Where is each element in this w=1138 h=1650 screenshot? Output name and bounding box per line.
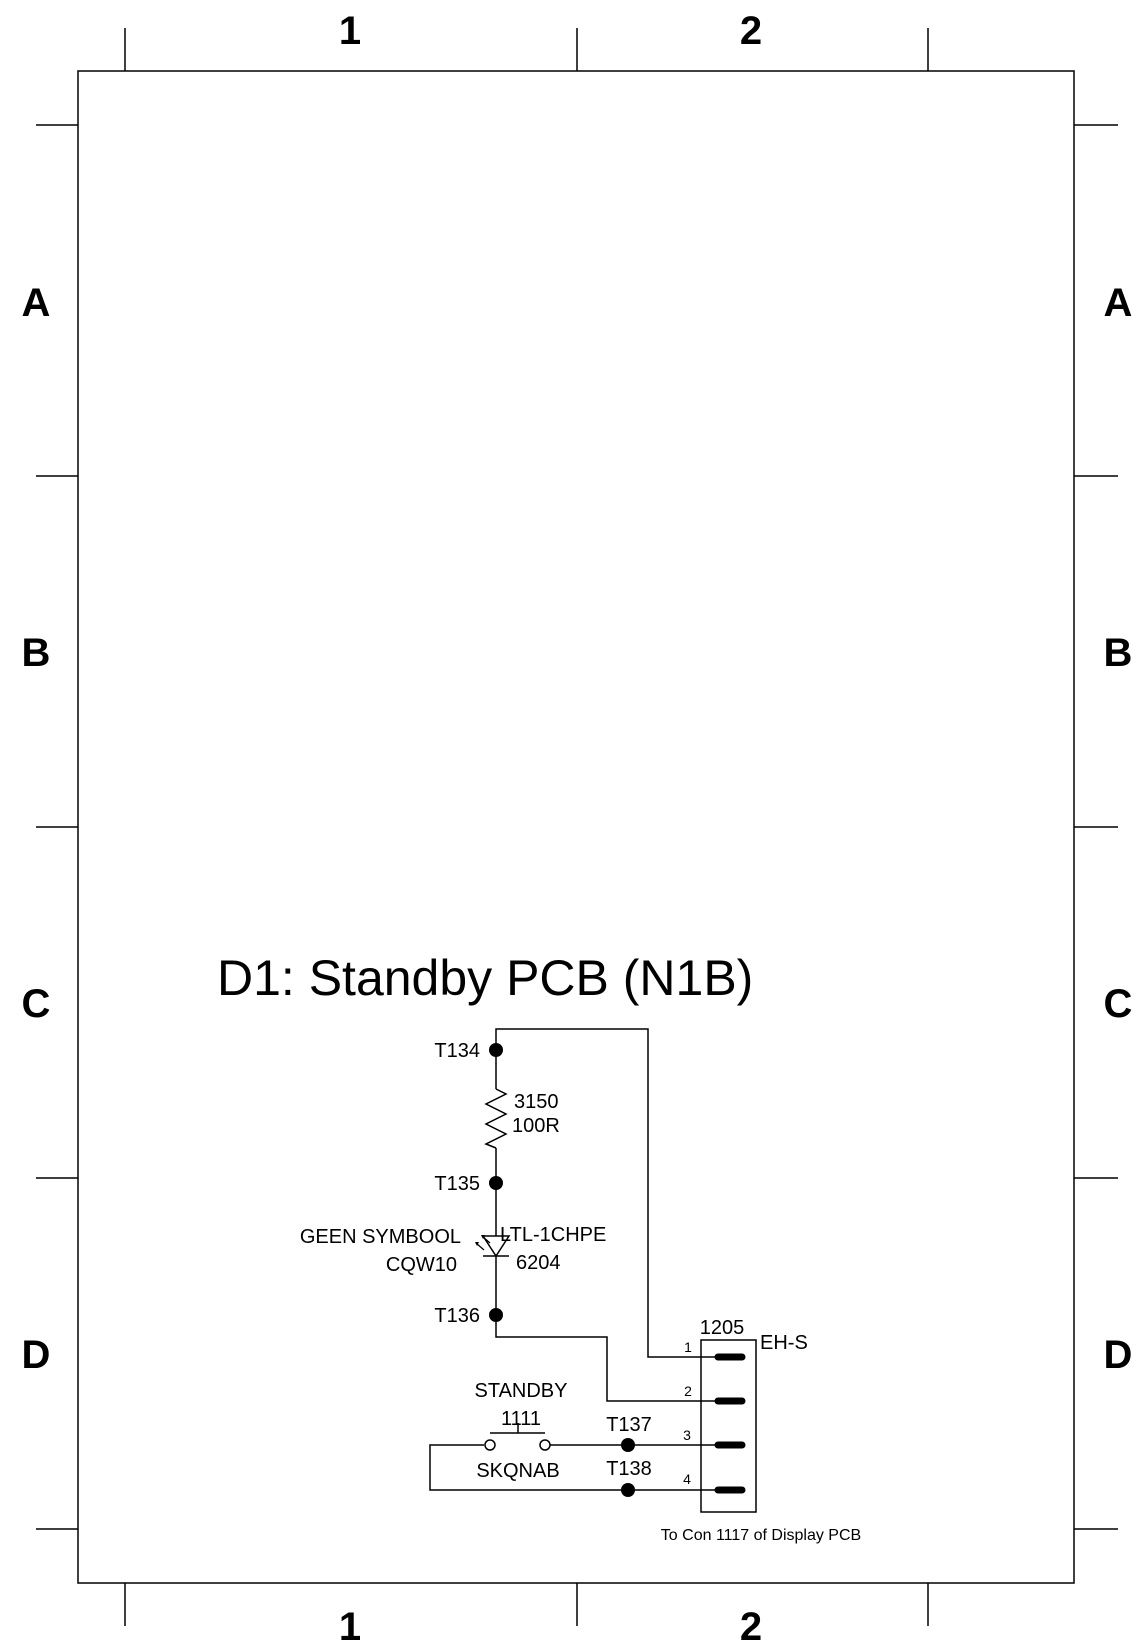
test-point-t134-dot xyxy=(489,1043,503,1057)
diagram-title: D1: Standby PCB (N1B) xyxy=(217,950,753,1006)
row-label-left-a: A xyxy=(22,281,51,325)
led-alt: CQW10 xyxy=(386,1254,457,1276)
column-ticks xyxy=(124,28,929,1626)
row-label-left-b: B xyxy=(22,631,51,675)
led-note: GEEN SYMBOOL xyxy=(300,1226,461,1248)
connector-pin-3: 3 xyxy=(683,1427,691,1443)
connector-pin-1: 1 xyxy=(684,1339,692,1355)
connector-1205 xyxy=(700,1339,757,1513)
test-point-t138: T138 xyxy=(606,1458,652,1480)
test-point-t137: T137 xyxy=(606,1414,652,1436)
column-label-bottom-1: 1 xyxy=(339,1605,361,1649)
resistor-3150 xyxy=(484,1088,508,1149)
row-label-left-c: C xyxy=(22,982,51,1026)
switch-name: STANDBY xyxy=(475,1380,568,1402)
standby-switch xyxy=(484,1423,551,1451)
test-point-t135: T135 xyxy=(434,1173,480,1195)
connector-ref: 1205 xyxy=(700,1317,745,1339)
test-point-t136-dot xyxy=(489,1308,503,1322)
connector-type: EH-S xyxy=(760,1332,808,1354)
connector-pin-4: 4 xyxy=(683,1471,691,1487)
row-ticks xyxy=(36,124,1118,1530)
row-label-right-a: A xyxy=(1104,281,1133,325)
wires xyxy=(429,1028,718,1491)
switch-part: SKQNAB xyxy=(476,1460,559,1482)
column-label-top-2: 2 xyxy=(740,9,762,53)
row-label-right-d: D xyxy=(1104,1333,1133,1377)
resistor-ref: 3150 xyxy=(514,1091,559,1113)
column-label-top-1: 1 xyxy=(339,9,361,53)
led-part: LTL-1CHPE xyxy=(500,1224,606,1246)
test-point-t136: T136 xyxy=(434,1305,480,1327)
led-6204 xyxy=(475,1235,511,1258)
connector-pin-2: 2 xyxy=(684,1383,692,1399)
row-label-left-d: D xyxy=(22,1333,51,1377)
test-point-t138-dot xyxy=(621,1483,635,1497)
drawing-frame xyxy=(77,70,1075,1584)
row-label-right-b: B xyxy=(1104,631,1133,675)
switch-ref: 1111 xyxy=(501,1408,541,1430)
resistor-value: 100R xyxy=(512,1115,560,1137)
connector-note: To Con 1117 of Display PCB xyxy=(661,1527,861,1544)
column-label-bottom-2: 2 xyxy=(740,1605,762,1649)
led-ref: 6204 xyxy=(516,1252,561,1274)
test-point-t135-dot xyxy=(489,1176,503,1190)
test-point-t134: T134 xyxy=(434,1040,480,1062)
test-point-t137-dot xyxy=(621,1438,635,1452)
row-label-right-c: C xyxy=(1104,982,1133,1026)
test-point-dots xyxy=(489,1043,635,1497)
